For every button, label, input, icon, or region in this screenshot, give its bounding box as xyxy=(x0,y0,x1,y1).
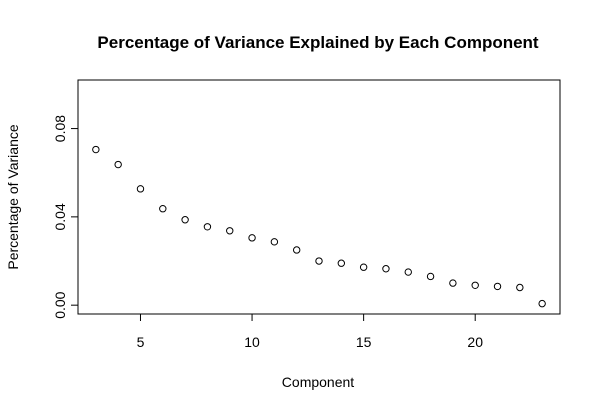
data-point xyxy=(538,299,546,308)
y-tick-label: 0.04 xyxy=(52,203,68,230)
x-axis-label: Component xyxy=(282,374,354,390)
x-tick-label: 15 xyxy=(356,334,372,350)
data-point xyxy=(226,227,234,235)
data-point xyxy=(203,223,212,231)
data-point xyxy=(136,185,145,193)
data-point xyxy=(181,216,189,224)
data-point xyxy=(516,283,524,292)
data-point xyxy=(292,246,301,254)
x-tick-label: 10 xyxy=(244,334,260,350)
data-point xyxy=(315,257,323,265)
data-point xyxy=(493,282,502,291)
data-point xyxy=(248,234,256,242)
data-point xyxy=(426,272,435,281)
data-point xyxy=(382,265,390,273)
data-point xyxy=(337,259,346,267)
data-point xyxy=(471,281,479,290)
data-point xyxy=(359,263,368,271)
y-axis-label: Percentage of Variance xyxy=(5,124,21,269)
data-point xyxy=(270,238,279,246)
y-tick-label: 0.00 xyxy=(52,291,68,318)
data-point xyxy=(92,145,100,154)
x-tick-label: 20 xyxy=(467,334,483,350)
data-points xyxy=(92,145,546,308)
data-point xyxy=(449,279,457,287)
data-point xyxy=(404,268,412,276)
x-axis: 5 10 15 20 xyxy=(137,313,483,350)
x-tick-label: 5 xyxy=(137,334,145,350)
y-tick-label: 0.08 xyxy=(52,115,68,142)
data-point xyxy=(159,205,167,213)
plot-frame xyxy=(77,79,561,315)
y-axis: 0.00 0.04 0.08 xyxy=(52,115,79,319)
chart-title: Percentage of Variance Explained by Each… xyxy=(97,33,539,52)
data-point xyxy=(114,160,122,169)
